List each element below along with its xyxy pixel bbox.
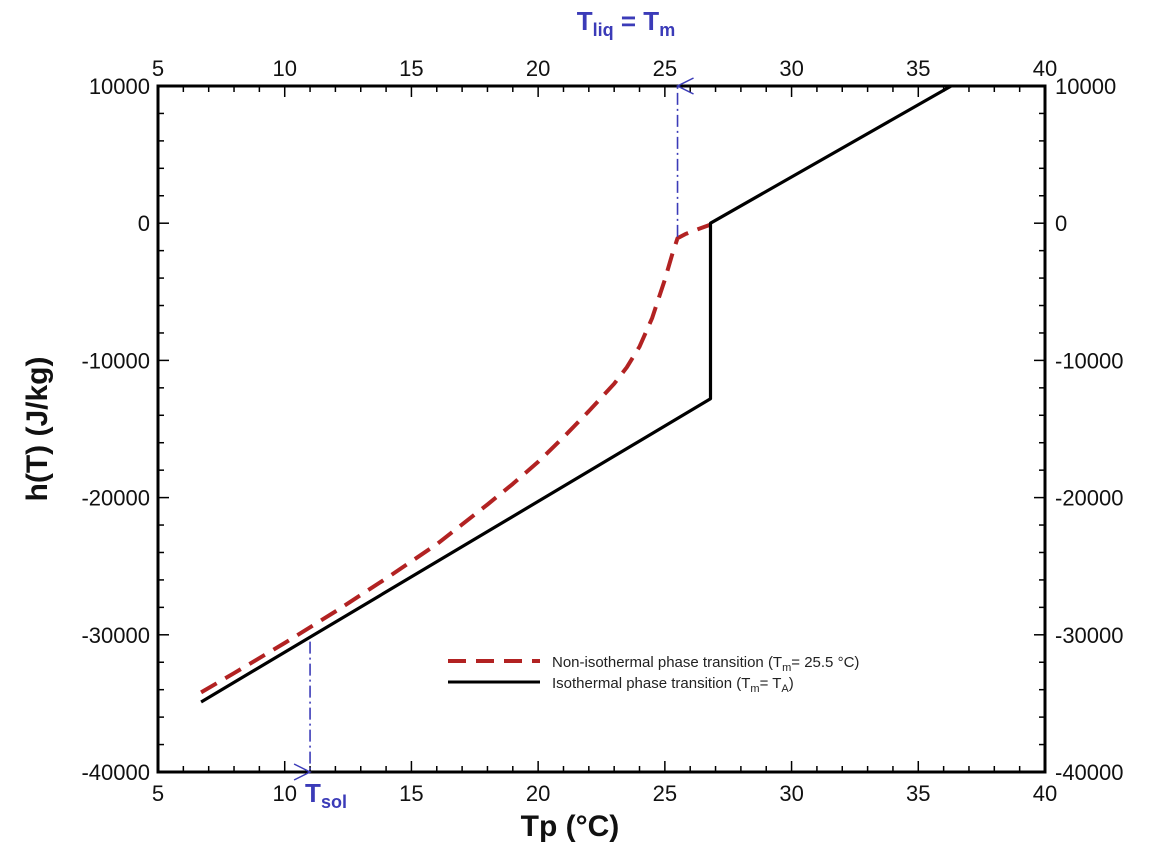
y-tick-label-right: -30000 <box>1055 623 1124 648</box>
x-tick-label-bottom: 30 <box>779 781 803 806</box>
x-tick-label-top: 30 <box>779 56 803 81</box>
x-tick-label-bottom: 40 <box>1033 781 1057 806</box>
x-tick-label-top: 10 <box>272 56 296 81</box>
legend-isothermal-main: Isothermal phase transition (T <box>552 675 750 692</box>
x-tick-label-bottom: 5 <box>152 781 164 806</box>
legend: Non-isothermal phase transition (Tm= 25.… <box>448 654 859 695</box>
y-tick-label-right: 0 <box>1055 211 1067 236</box>
y-tick-label-left: -30000 <box>81 623 150 648</box>
y-tick-label-left: -10000 <box>81 348 150 373</box>
plot-frame <box>156 84 1047 774</box>
tliq-label-main: T <box>577 6 593 36</box>
tsol-label-main: T <box>305 778 321 808</box>
tsol-label-sub: sol <box>321 792 347 812</box>
x-tick-label-bottom: 10 <box>272 781 296 806</box>
x-axis-title: Tp (°C) <box>521 810 620 843</box>
tsol-label: Tsol <box>305 778 347 812</box>
annotation-layer <box>293 77 694 781</box>
tliq-label-sub2: m <box>659 20 675 40</box>
y-tick-label-left: 0 <box>138 211 150 236</box>
x-tick-label-top: 15 <box>399 56 423 81</box>
x-tick-label-top: 20 <box>526 56 550 81</box>
x-tick-label-bottom: 20 <box>526 781 550 806</box>
y-tick-label-right: -20000 <box>1055 486 1124 511</box>
legend-non-isothermal-main: Non-isothermal phase transition (T <box>552 654 782 671</box>
y-tick-label-right: -10000 <box>1055 348 1124 373</box>
series-non-isothermal-line <box>200 222 712 695</box>
tliq-label-sub: liq <box>593 20 614 40</box>
legend-label-isothermal: Isothermal phase transition (Tm= TA) <box>552 675 794 695</box>
x-tick-label-top: 35 <box>906 56 930 81</box>
legend-isothermal-tail: = T <box>760 675 782 692</box>
series-isothermal-line <box>200 86 952 704</box>
y-tick-label-left: 10000 <box>89 74 150 99</box>
y-tick-label-right: -40000 <box>1055 760 1124 785</box>
axis-ticks <box>157 85 1046 773</box>
tliq-label: Tliq = Tm <box>577 6 675 40</box>
legend-isothermal-sub2: A <box>781 683 789 695</box>
x-tick-label-bottom: 15 <box>399 781 423 806</box>
x-tick-label-top: 40 <box>1033 56 1057 81</box>
legend-non-isothermal-sub: m <box>782 662 791 674</box>
tliq-label-tail: = T <box>614 6 660 36</box>
x-tick-label-bottom: 25 <box>653 781 677 806</box>
x-tick-label-top: 5 <box>152 56 164 81</box>
x-tick-label-top: 25 <box>653 56 677 81</box>
legend-non-isothermal-tail: = 25.5 °C) <box>791 654 859 671</box>
y-axis-title: h(T) (J/kg) <box>21 357 54 502</box>
series-layer <box>200 86 952 704</box>
legend-isothermal-end: ) <box>789 675 794 692</box>
legend-label-non-isothermal: Non-isothermal phase transition (Tm= 25.… <box>552 654 859 674</box>
legend-isothermal-sub: m <box>750 683 759 695</box>
x-tick-label-bottom: 35 <box>906 781 930 806</box>
y-tick-label-left: -40000 <box>81 760 150 785</box>
y-tick-label-left: -20000 <box>81 486 150 511</box>
y-tick-label-right: 10000 <box>1055 74 1116 99</box>
